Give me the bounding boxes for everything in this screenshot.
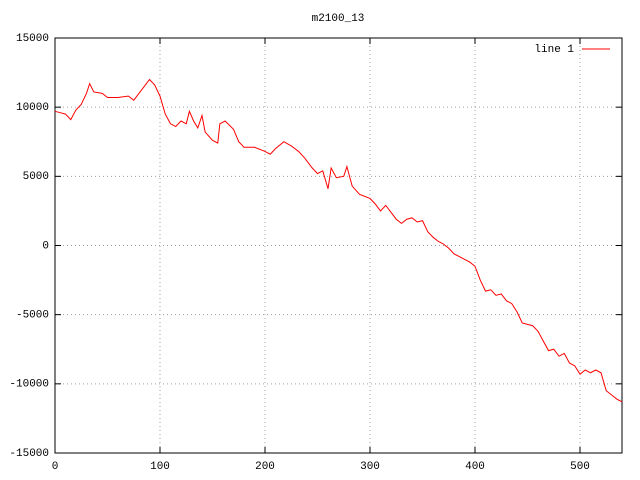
x-tick-label: 0 <box>52 461 59 473</box>
y-tick-label: -5000 <box>16 310 49 322</box>
y-tick-label: -15000 <box>9 448 49 460</box>
y-tick-label: -10000 <box>9 379 49 391</box>
plot-border <box>54 37 623 454</box>
y-tick-label: 15000 <box>16 33 49 45</box>
y-tick-label: 10000 <box>16 102 49 114</box>
x-tick-label: 500 <box>570 461 590 473</box>
x-tick-label: 400 <box>465 461 485 473</box>
y-tick-label: 0 <box>42 240 49 252</box>
y-tick-label: 5000 <box>23 171 49 183</box>
x-tick-label: 200 <box>255 461 275 473</box>
x-tick-label: 100 <box>150 461 170 473</box>
x-tick-label: 300 <box>360 461 380 473</box>
chart-title: m2100_13 <box>312 13 365 25</box>
legend-label: line 1 <box>534 44 574 56</box>
data-line <box>54 78 623 403</box>
